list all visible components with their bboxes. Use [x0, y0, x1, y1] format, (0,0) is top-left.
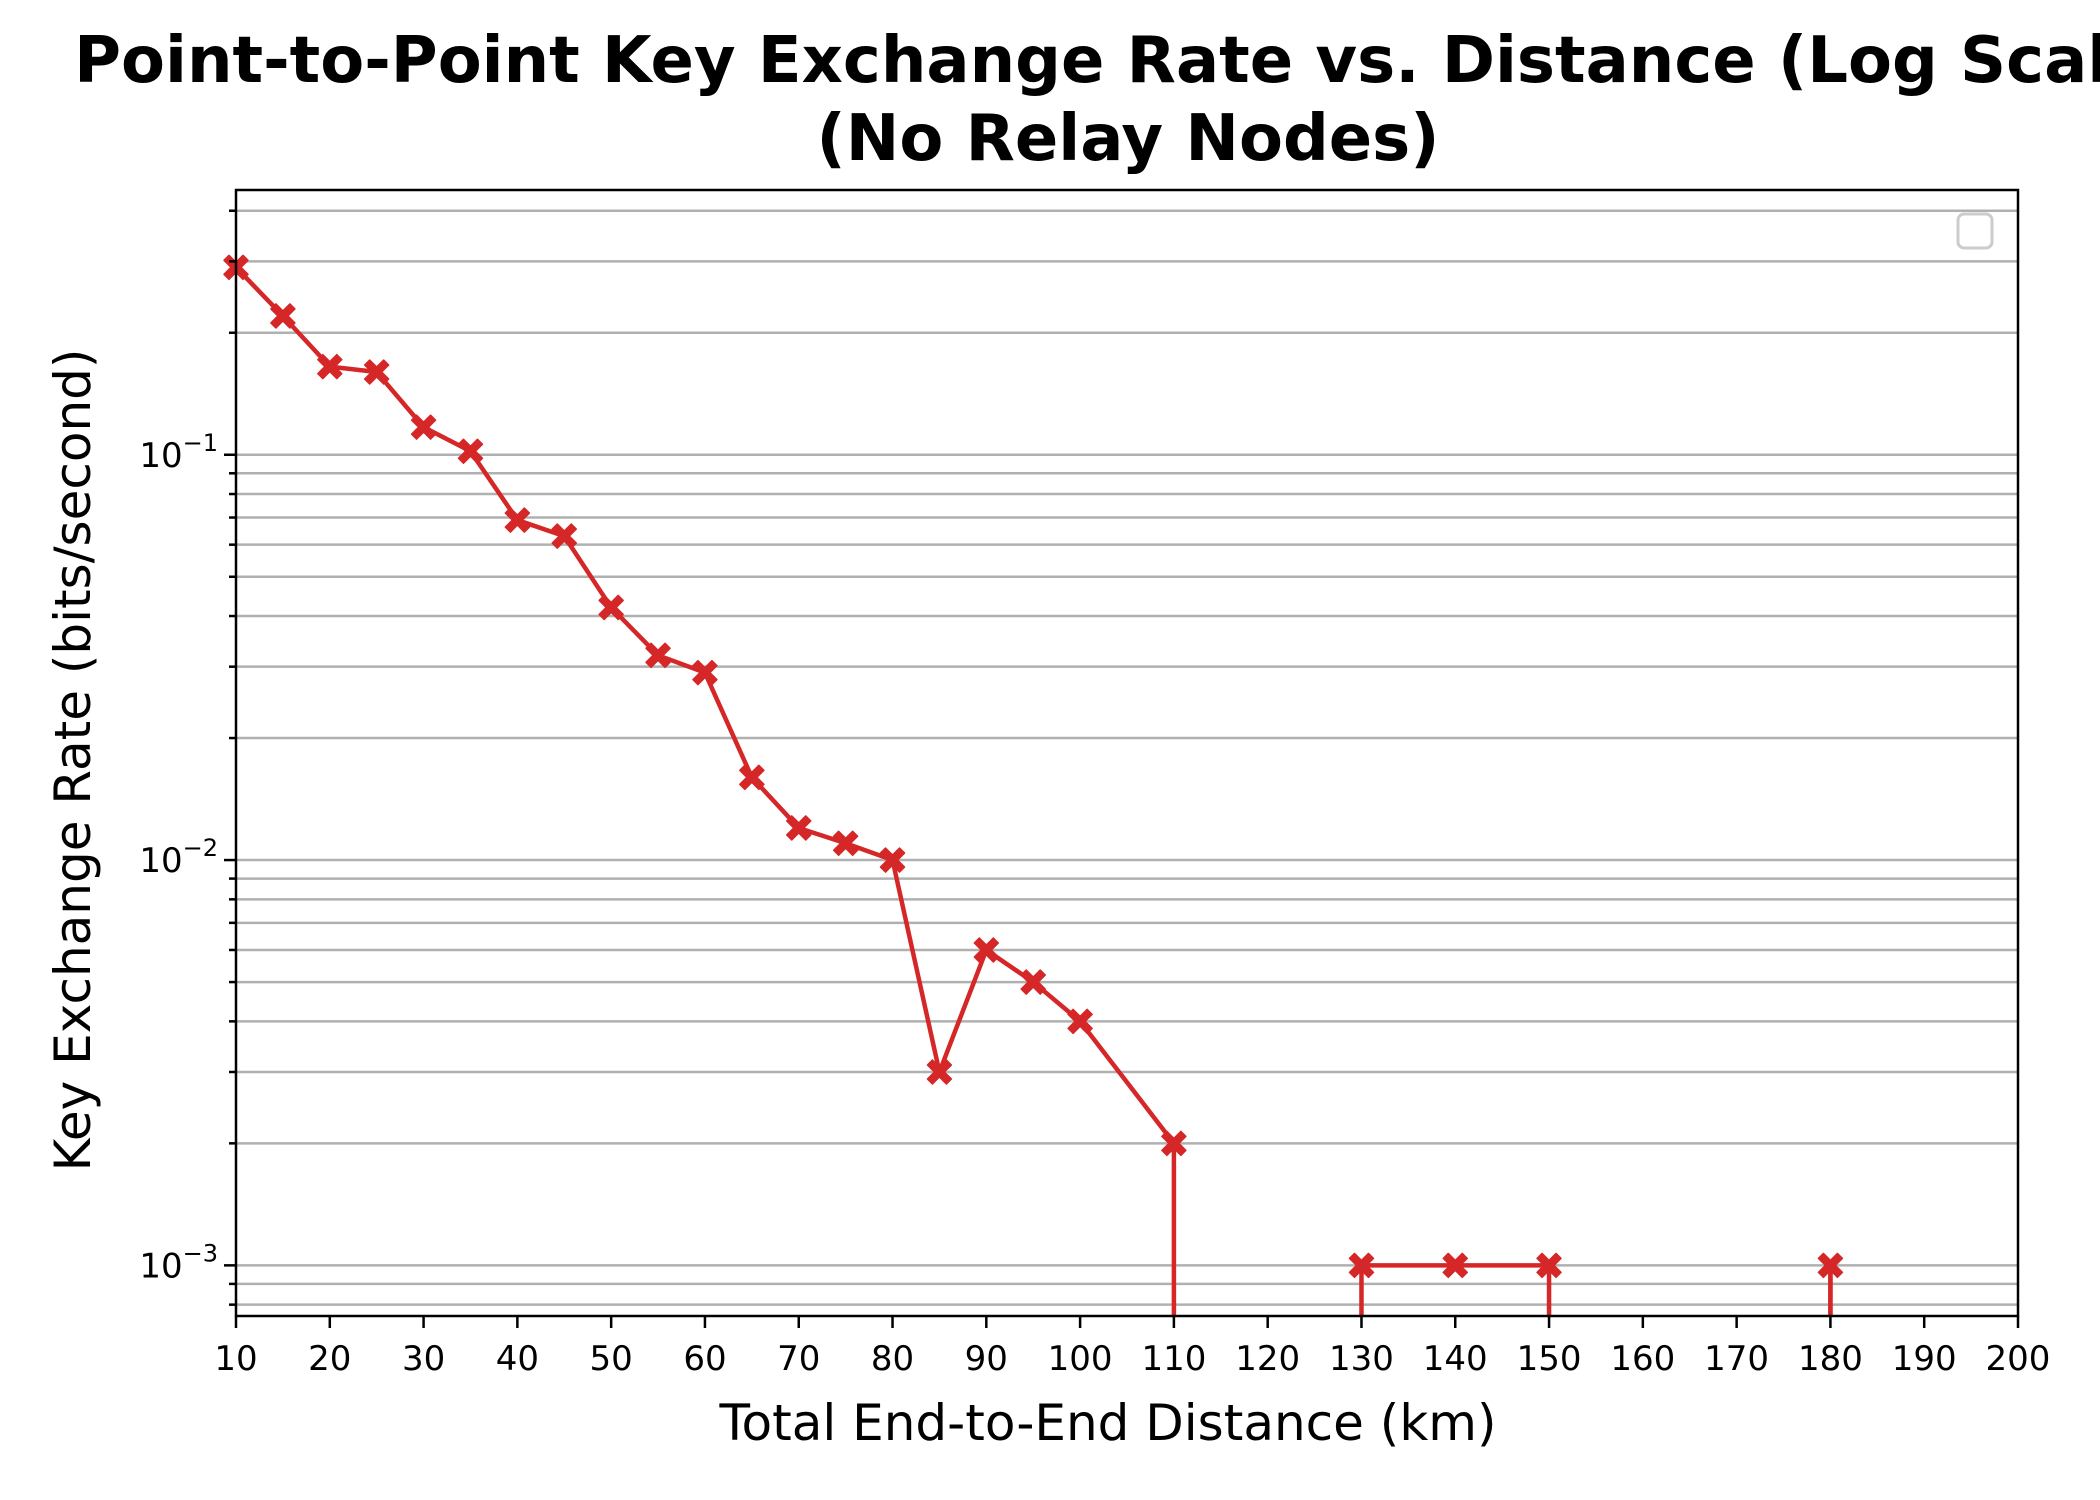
- x-tick-label: 50: [590, 1339, 633, 1379]
- data-point-marker: [1442, 1252, 1469, 1279]
- x-tick-label: 10: [214, 1339, 257, 1379]
- x-tick-label: 140: [1423, 1339, 1488, 1379]
- y-tick-label-base: 10: [139, 436, 182, 476]
- data-point-marker: [598, 594, 624, 621]
- x-tick-label: 120: [1235, 1339, 1300, 1379]
- x-tick-label: 20: [308, 1339, 351, 1379]
- plot-frame: [234, 188, 2020, 1318]
- data-point-marker: [1536, 1252, 1562, 1279]
- data-point-marker: [926, 1059, 953, 1085]
- data-point-marker: [504, 507, 531, 533]
- x-tick-label: 80: [871, 1339, 914, 1379]
- x-tick-label: 90: [965, 1339, 1008, 1379]
- chart-subtitle: (No Relay Nodes): [817, 102, 1440, 176]
- y-tick-label: 10−2: [139, 834, 218, 881]
- data-point-marker: [832, 830, 859, 857]
- x-tick-label: 60: [683, 1339, 726, 1379]
- y-tick-label: 10−3: [139, 1239, 218, 1286]
- data-point-marker: [317, 353, 343, 380]
- x-tick-label: 190: [1892, 1339, 1957, 1379]
- data-point-marker: [645, 642, 671, 669]
- x-tick-label: 180: [1798, 1339, 1863, 1379]
- x-tick-label: 150: [1517, 1339, 1582, 1379]
- grid: [236, 209, 2018, 1306]
- data-point-marker: [785, 815, 812, 841]
- data-point-marker: [457, 438, 484, 465]
- x-tick-label: 30: [402, 1339, 445, 1379]
- data-point-marker: [879, 847, 906, 873]
- legend: [1956, 212, 1994, 250]
- x-tick-label: 70: [777, 1339, 820, 1379]
- y-tick-label-exponent: −3: [183, 1239, 218, 1267]
- data-point-marker: [973, 937, 1000, 963]
- data-point-marker: [1817, 1252, 1844, 1279]
- data-point-marker: [692, 659, 718, 686]
- x-tick-label: 110: [1141, 1339, 1206, 1379]
- x-tick-label: 40: [496, 1339, 539, 1379]
- data-point-marker: [1067, 1008, 1093, 1035]
- x-axis-label: Total End-to-End Distance (km): [718, 1394, 1496, 1452]
- x-tick-label: 100: [1048, 1339, 1113, 1379]
- data-point-marker: [363, 359, 390, 385]
- axis-ticks: 10−110−210−310 20 30 40 50 60 70 80 90 100 110 120 1…: [139, 209, 2051, 1379]
- y-tick-label: 10−1: [139, 429, 218, 476]
- series-layer: [223, 254, 1844, 1316]
- y-tick-label-base: 10: [139, 841, 182, 881]
- data-point-marker: [1020, 969, 1046, 995]
- x-tick-label: 170: [1704, 1339, 1769, 1379]
- data-point-marker: [410, 414, 437, 440]
- series-line: [234, 265, 1176, 1145]
- data-point-marker: [1348, 1252, 1375, 1279]
- data-point-marker: [739, 764, 765, 791]
- data-point-marker: [270, 303, 296, 329]
- x-tick-label: 200: [1986, 1339, 2051, 1379]
- y-axis-label: Key Exchange Rate (bits/second): [44, 349, 102, 1172]
- y-tick-label-base: 10: [139, 1246, 182, 1286]
- x-tick-label: 160: [1610, 1339, 1675, 1379]
- data-point-marker: [551, 523, 578, 549]
- y-tick-label-exponent: −1: [183, 429, 218, 457]
- data-point-marker: [1161, 1130, 1187, 1157]
- y-tick-label-exponent: −2: [183, 834, 218, 862]
- x-tick-label: 130: [1329, 1339, 1394, 1379]
- chart-title: Point-to-Point Key Exchange Rate vs. Dis…: [74, 24, 2100, 98]
